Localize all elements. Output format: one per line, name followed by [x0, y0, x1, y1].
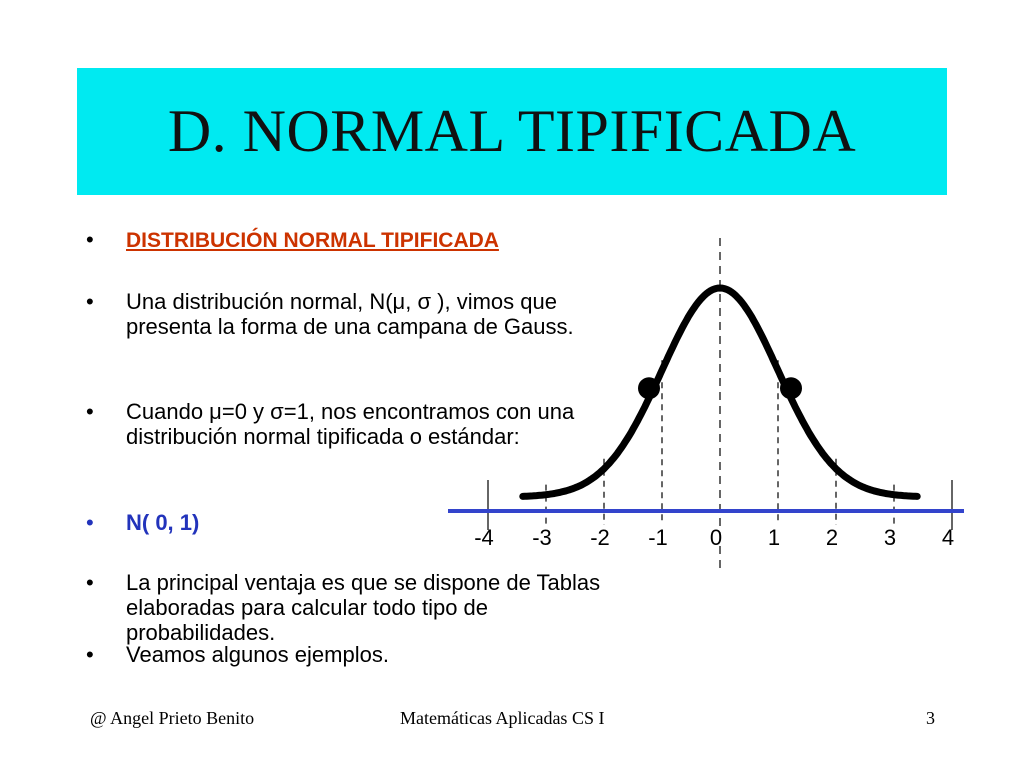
footer-course: Matemáticas Aplicadas CS I	[400, 708, 605, 728]
inflection-point	[638, 377, 660, 400]
bullet-condition: • Cuando μ=0 y σ=1, nos encontramos con …	[86, 399, 606, 449]
tick-label: -4	[474, 525, 494, 550]
normal-curve	[519, 284, 921, 500]
bullet-dot: •	[86, 642, 94, 667]
slide-title: D. NORMAL TIPIFICADA	[167, 98, 857, 164]
tick-label: 2	[826, 525, 838, 550]
tick-label: -3	[532, 525, 552, 550]
bullet-intro: • Una distribución normal, N(μ, σ ), vim…	[86, 289, 606, 339]
bullet-heading: • DISTRIBUCIÓN NORMAL TIPIFICADA	[86, 227, 606, 253]
bullet-heading-text: DISTRIBUCIÓN NORMAL TIPIFICADA	[126, 229, 499, 252]
bullet-dot: •	[86, 227, 94, 252]
footer-author: @ Angel Prieto Benito	[90, 708, 255, 728]
bullet-dot: •	[86, 289, 94, 314]
bullet-intro-text: Una distribución normal, N(μ, σ ), vimos…	[126, 289, 574, 339]
bullet-notation-text: N( 0, 1)	[126, 510, 200, 535]
footer-page-number: 3	[926, 708, 935, 728]
bullet-advantage-text: La principal ventaja es que se dispone d…	[126, 570, 601, 645]
bullet-advantage: • La principal ventaja es que se dispone…	[86, 570, 606, 645]
inflection-points	[638, 377, 802, 400]
inflection-point	[780, 377, 802, 400]
tick-label: 4	[942, 525, 954, 550]
title-bar: D. NORMAL TIPIFICADA	[77, 68, 947, 195]
bullet-examples-text: Veamos algunos ejemplos.	[126, 642, 389, 667]
bullet-dot: •	[86, 510, 94, 535]
tick-label: 0	[710, 525, 722, 550]
tick-label: -2	[590, 525, 610, 550]
bullet-dot: •	[86, 399, 94, 424]
tick-labels: -4 -3 -2 -1 0 1 2 3 4	[474, 525, 954, 550]
tick-label: 3	[884, 525, 896, 550]
bullet-examples: • Veamos algunos ejemplos.	[86, 642, 606, 667]
bullet-notation: • N( 0, 1)	[86, 510, 606, 535]
tick-label: -1	[648, 525, 668, 550]
bullet-dot: •	[86, 570, 94, 595]
normal-curve-chart: -4 -3 -2 -1 0 1 2 3 4	[448, 238, 964, 570]
tick-label: 1	[768, 525, 780, 550]
bullet-condition-text: Cuando μ=0 y σ=1, nos encontramos con un…	[126, 399, 575, 449]
